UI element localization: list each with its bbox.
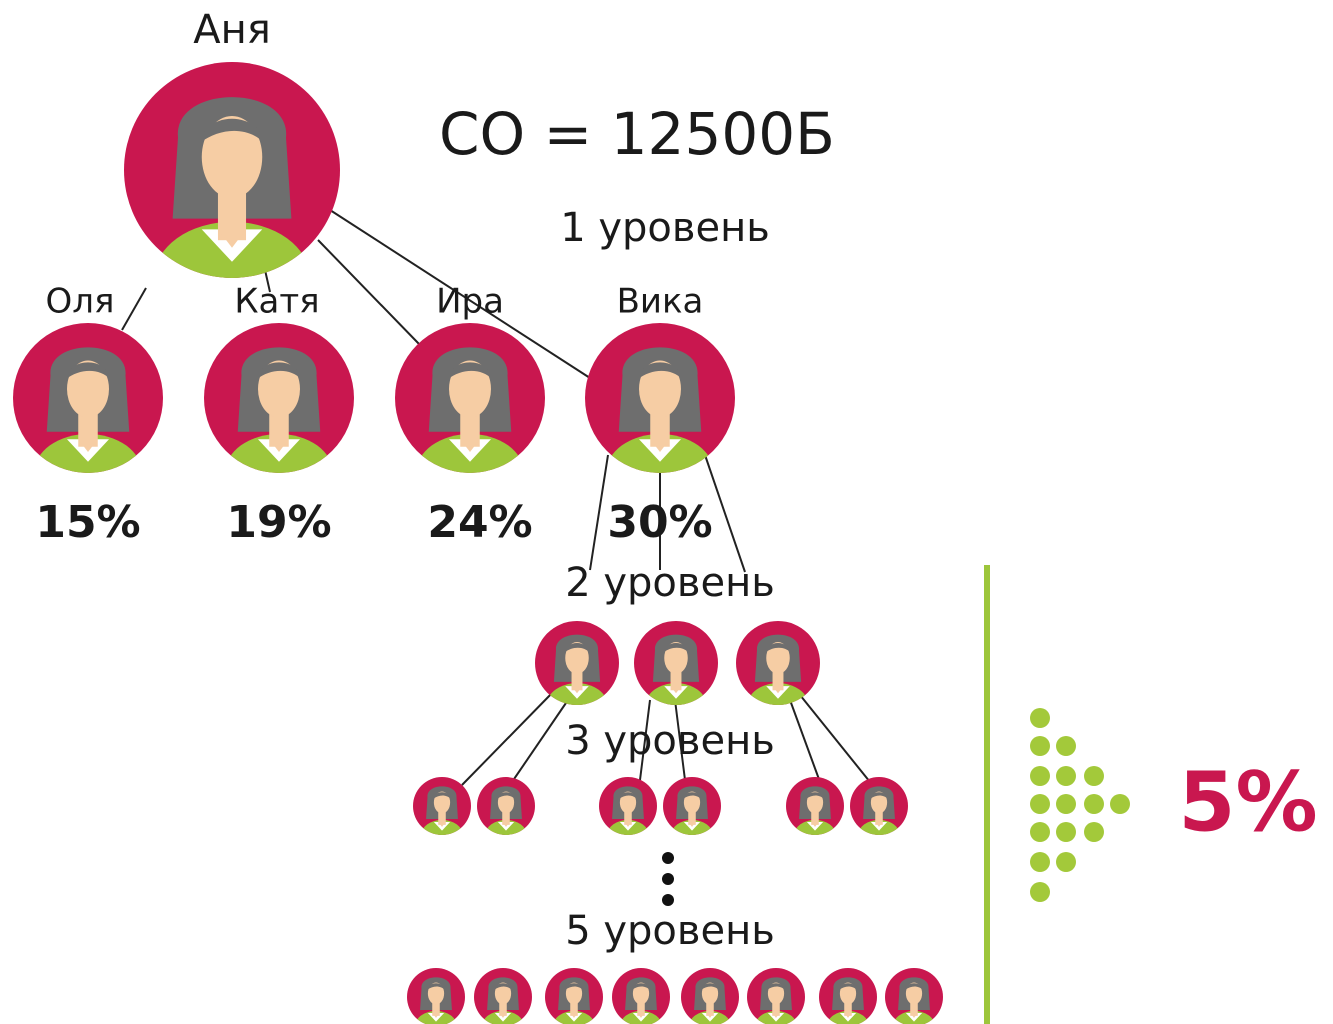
dot: [1030, 736, 1050, 756]
node-percent: 15%: [35, 497, 140, 548]
node-name: Катя: [234, 282, 319, 322]
dot: [1030, 882, 1050, 902]
dot: [1030, 852, 1050, 872]
link: [122, 288, 146, 330]
dot: [1056, 766, 1076, 786]
avatar: [407, 968, 465, 1024]
avatar: [885, 968, 943, 1024]
dot: [1084, 766, 1104, 786]
link: [318, 240, 420, 345]
avatar: [786, 777, 844, 850]
diagram: Аня СО = 12500Б 1 уровень Оля Катя Ира В…: [0, 0, 1333, 1024]
dot: [1056, 852, 1076, 872]
avatar: [819, 968, 877, 1024]
dot: [1030, 766, 1050, 786]
level-label: 1 уровень: [560, 205, 770, 251]
dot: [1056, 822, 1076, 842]
level-label: 2 уровень: [565, 560, 775, 606]
avatar: [850, 777, 908, 850]
deep-percent: 5%: [1178, 755, 1317, 850]
dot: [1056, 794, 1076, 814]
link: [512, 700, 568, 782]
dot: [1056, 736, 1076, 756]
node-percent: 30%: [607, 497, 712, 548]
dot: [1030, 708, 1050, 728]
avatar: [681, 968, 739, 1024]
ellipsis: [662, 852, 674, 906]
formula: СО = 12500Б: [439, 100, 835, 168]
avatar: [612, 968, 670, 1024]
level-label: 3 уровень: [565, 718, 775, 764]
dot: [662, 894, 674, 906]
node-name: Вика: [617, 282, 704, 322]
dot: [662, 852, 674, 864]
avatar: [736, 621, 820, 727]
root-name: Аня: [193, 7, 271, 53]
dot-arrow: [1030, 708, 1130, 902]
avatar: [474, 968, 532, 1024]
dot: [1030, 794, 1050, 814]
dot: [1110, 794, 1130, 814]
dot: [1084, 822, 1104, 842]
node-percent: 24%: [427, 497, 532, 548]
link: [790, 700, 820, 782]
avatar: [413, 777, 471, 850]
avatar: [477, 777, 535, 850]
avatar: [395, 323, 545, 512]
avatar: [747, 968, 805, 1024]
avatar: [204, 323, 354, 512]
link: [462, 690, 555, 785]
avatar: [13, 323, 163, 512]
link: [800, 695, 870, 782]
level-label: 5 уровень: [565, 908, 775, 954]
dot: [662, 873, 674, 885]
dot: [1084, 794, 1104, 814]
dot: [1030, 822, 1050, 842]
avatar: [663, 777, 721, 850]
node-name: Ира: [436, 282, 504, 322]
node-name: Оля: [46, 282, 115, 322]
avatar: [545, 968, 603, 1024]
avatar: [535, 621, 619, 727]
node-percent: 19%: [226, 497, 331, 548]
avatar: [599, 777, 657, 850]
link: [590, 455, 608, 570]
